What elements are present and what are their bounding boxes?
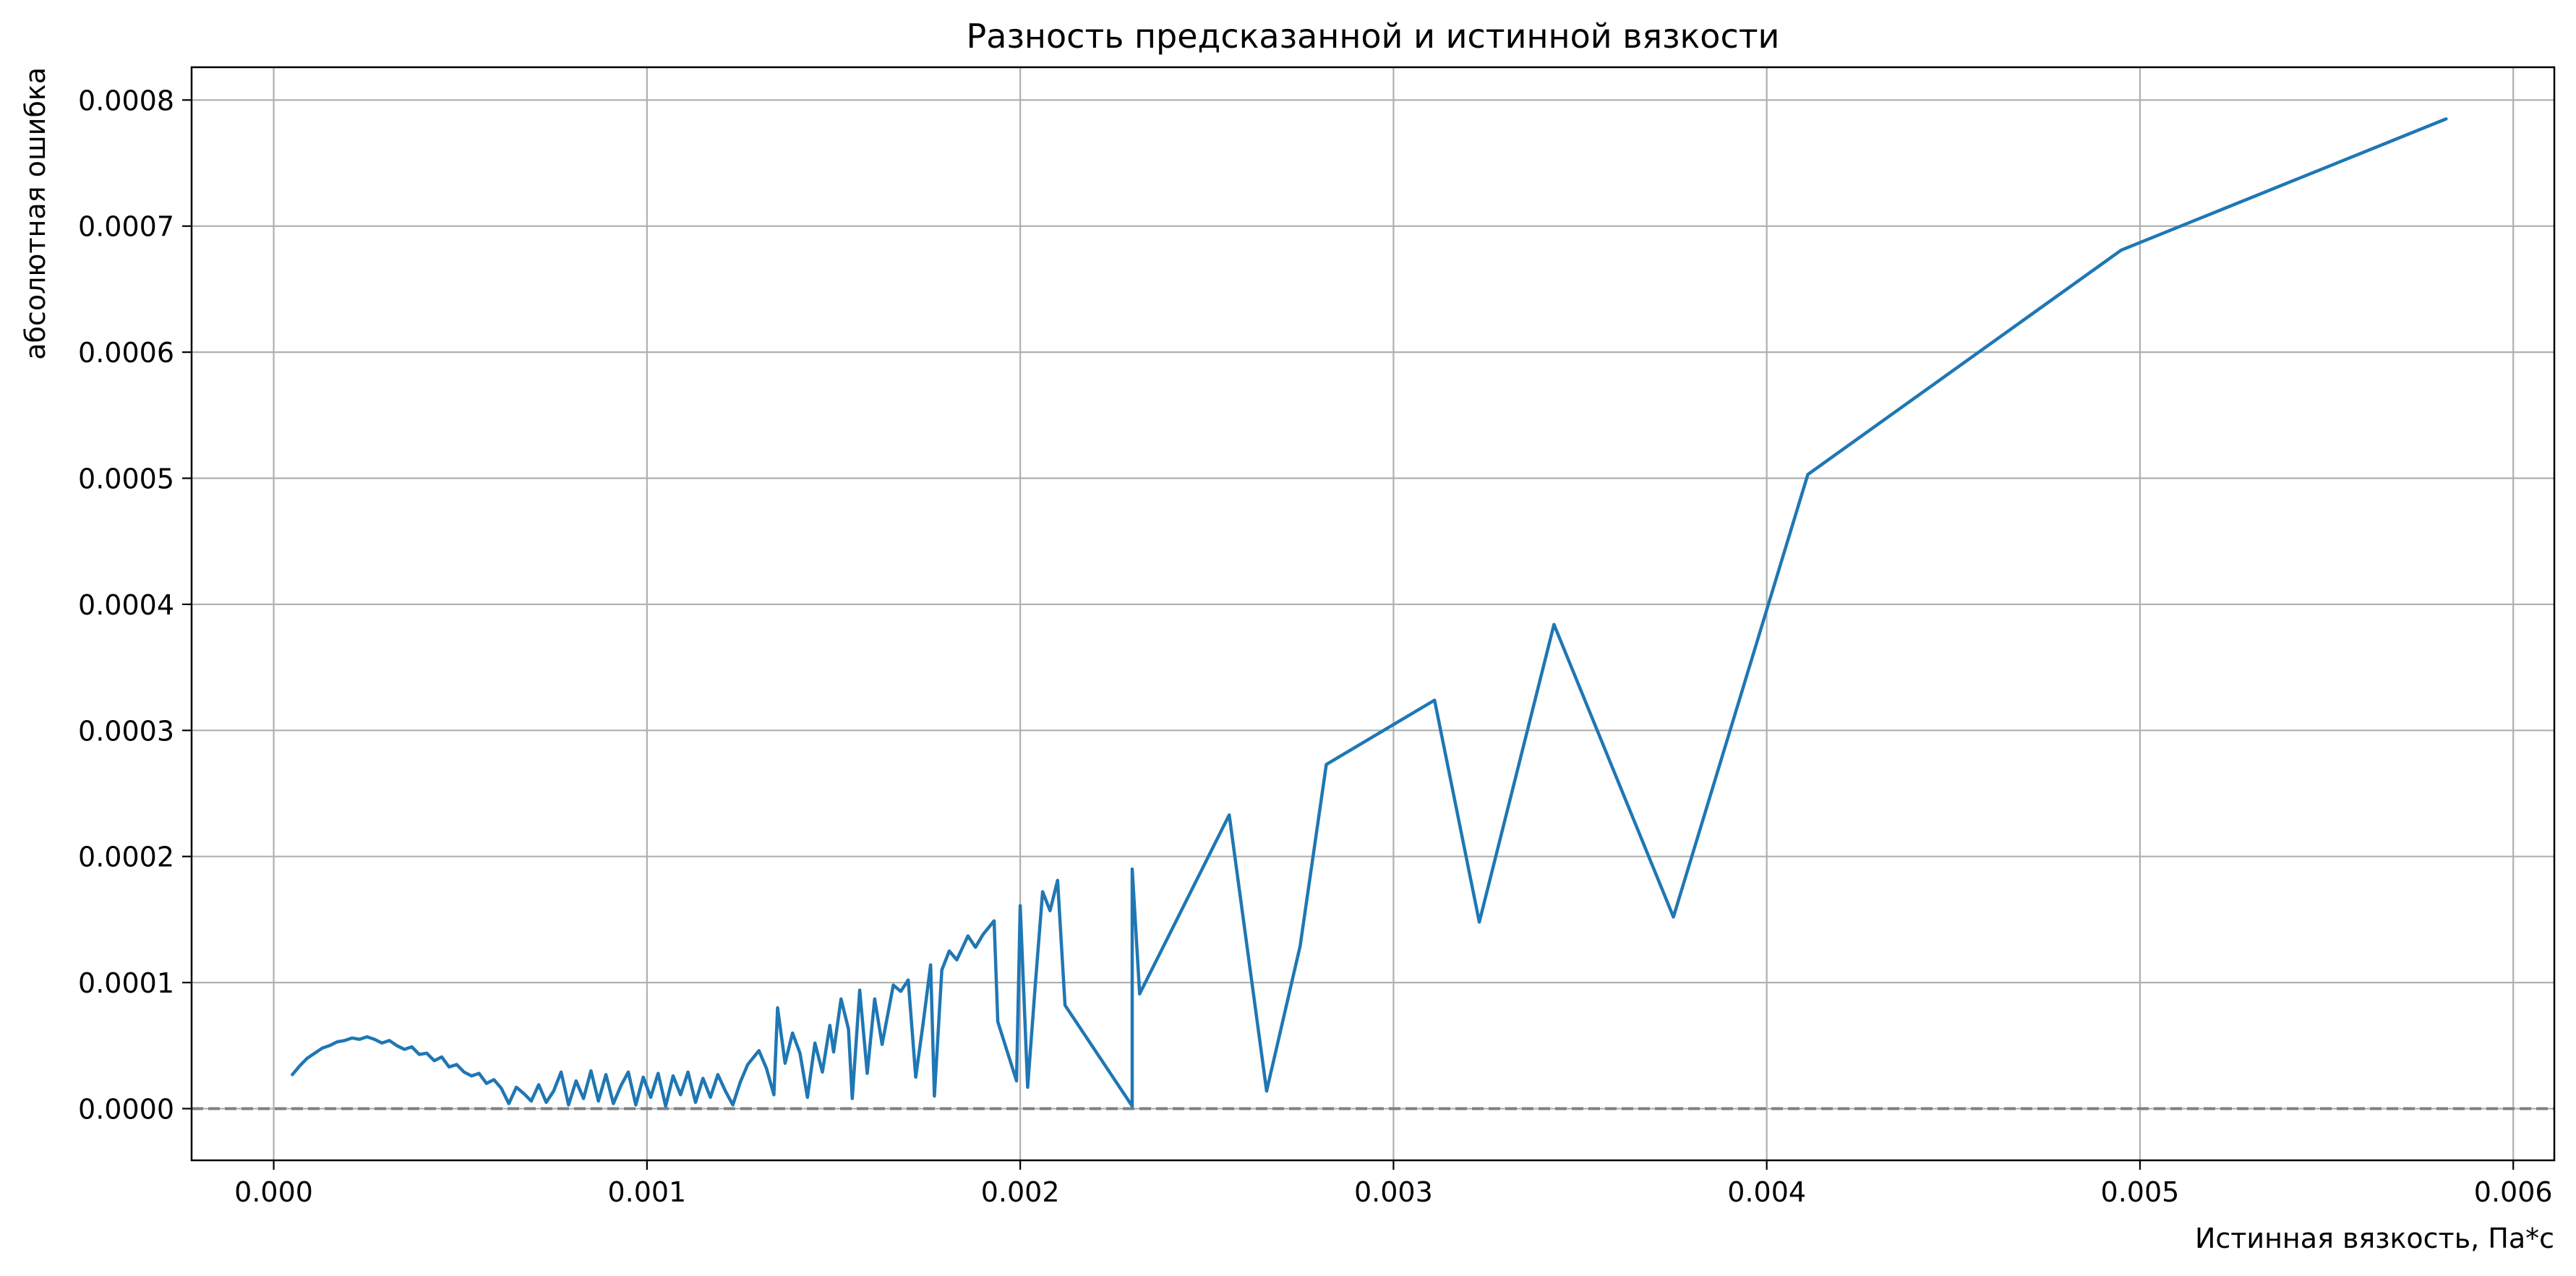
x-axis-ticks: 0.000 0.001 0.002 0.003 0.004 0.005 0.006: [234, 1160, 2553, 1208]
y-tick-label: 0.0003: [78, 715, 174, 747]
x-tick-label: 0.005: [2101, 1176, 2180, 1208]
y-axis-label: абсолютная ошибка: [20, 67, 51, 360]
y-axis-ticks: 0.0000 0.0001 0.0002 0.0003 0.0004 0.0005 0.00…: [78, 85, 192, 1125]
series-group: [291, 117, 2448, 1108]
y-tick-label: 0.0007: [78, 211, 174, 243]
y-tick-label: 0.0001: [78, 967, 174, 999]
x-tick-label: 0.002: [981, 1176, 1060, 1208]
x-tick-label: 0.000: [234, 1176, 313, 1208]
x-axis-label: Истинная вязкость, Па*с: [2195, 1223, 2554, 1254]
chart-title: Разность предсказанной и истинной вязкос…: [967, 17, 1780, 56]
x-tick-label: 0.003: [1354, 1176, 1433, 1208]
grid: [192, 67, 2554, 1160]
y-tick-label: 0.0002: [78, 842, 174, 873]
y-tick-label: 0.0004: [78, 589, 174, 621]
y-tick-label: 0.0000: [78, 1093, 174, 1125]
plot-frame: [190, 66, 2556, 1162]
y-tick-label: 0.0006: [78, 337, 174, 369]
y-tick-label: 0.0008: [78, 85, 174, 116]
x-tick-label: 0.001: [607, 1176, 686, 1208]
x-tick-label: 0.004: [1727, 1176, 1806, 1208]
x-tick-label: 0.006: [2474, 1176, 2553, 1208]
series-line: [291, 117, 2448, 1108]
y-tick-label: 0.0005: [78, 463, 174, 495]
